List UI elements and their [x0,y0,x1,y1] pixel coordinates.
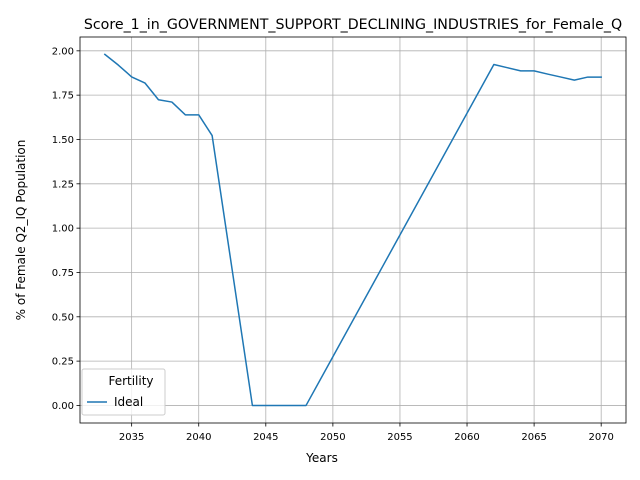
series-layer [103,53,602,407]
y-tick-label: 1.25 [52,179,74,190]
x-axis-label: Years [305,451,338,465]
x-tick-label: 2040 [186,432,211,443]
y-tick-label: 1.50 [52,135,74,146]
y-tick-label: 2.00 [52,46,74,57]
y-tick-label: 0.50 [52,312,74,323]
y-tick-label: 1.00 [52,224,74,235]
y-tick-label: 1.75 [52,91,74,102]
x-tick-label: 2035 [119,432,144,443]
x-tick-label: 2070 [588,432,613,443]
x-tick-label: 2045 [253,432,278,443]
legend: Fertility Ideal [81,368,166,416]
legend-label-ideal: Ideal [114,395,143,409]
x-tick-label: 2050 [320,432,345,443]
y-tick-label: 0.75 [52,268,74,279]
plot-frame [79,36,627,424]
y-tick-label: 0.25 [52,357,74,368]
legend-title: Fertility [108,374,153,388]
x-tick-label: 2065 [521,432,546,443]
chart-title: Score_1_in_GOVERNMENT_SUPPORT_DECLINING_… [84,17,622,33]
legend-box [81,368,166,416]
axis-ticks: 2035 2040 2045 2050 2055 2060 2065 2070 0.00 0.25… [52,46,614,443]
x-tick-label: 2060 [454,432,479,443]
x-tick-label: 2055 [387,432,412,443]
series-line-ideal [103,53,602,407]
grid-lines [80,37,626,423]
y-tick-label: 0.00 [52,401,74,412]
y-axis-label: % of Female Q2_IQ Population [14,140,28,321]
